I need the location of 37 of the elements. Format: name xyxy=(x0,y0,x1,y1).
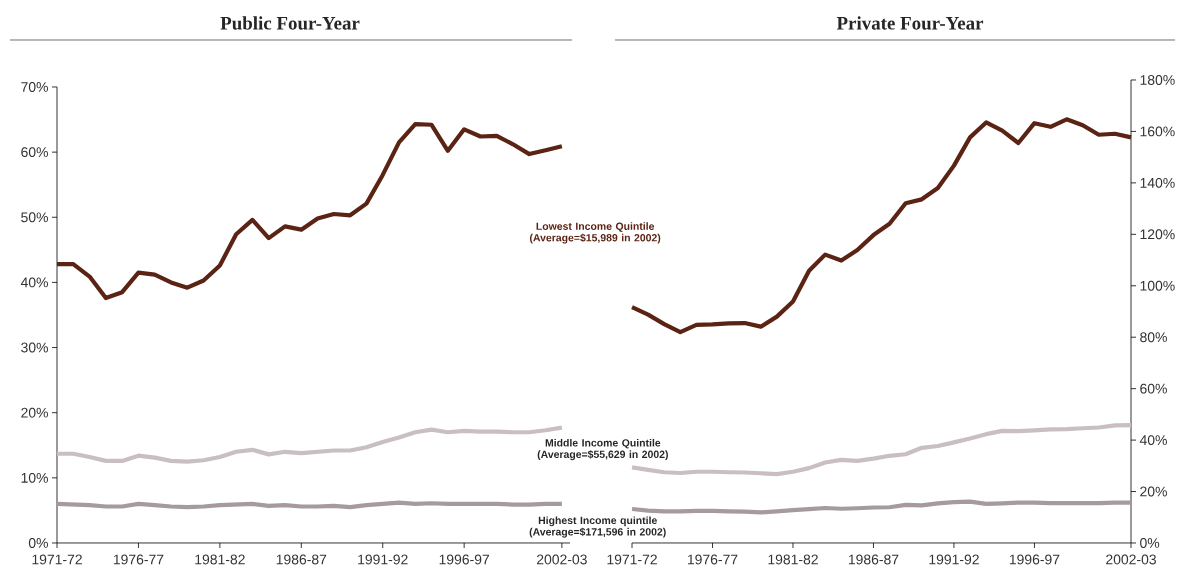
y-tick-label: 60% xyxy=(1140,383,1167,394)
chart-title: Private Four-Year xyxy=(836,16,984,30)
x-tick-label: 1971-72 xyxy=(607,554,657,565)
y-tick-label: 180% xyxy=(1140,75,1175,85)
y-tick-label: 50% xyxy=(21,212,48,223)
y-tick-label: 60% xyxy=(21,147,48,158)
x-tick-label: 1981-82 xyxy=(195,554,245,565)
x-tick-label: 1971-72 xyxy=(32,554,82,565)
y-tick-label: 120% xyxy=(1140,229,1175,240)
x-tick-label: 1976-77 xyxy=(113,554,164,565)
chart-title: Public Four-Year xyxy=(220,16,360,30)
x-tick-label: 2002-03 xyxy=(536,554,587,565)
y-tick-label: 100% xyxy=(1140,280,1175,291)
y-tick-label: 80% xyxy=(1140,332,1167,343)
x-tick-label: 1981-82 xyxy=(768,554,818,565)
y-tick-label: 20% xyxy=(21,407,48,418)
y-tick-label: 70% xyxy=(21,82,48,92)
y-tick-label: 40% xyxy=(20,277,48,288)
x-tick-label: 1986-87 xyxy=(276,554,327,565)
x-tick-label: 1986-87 xyxy=(848,554,899,565)
y-tick-label: 0% xyxy=(28,538,48,548)
x-tick-label: 2002-03 xyxy=(1106,554,1156,565)
y-tick-label: 10% xyxy=(21,472,48,483)
x-tick-label: 1991-92 xyxy=(929,554,979,565)
x-tick-label: 1991-92 xyxy=(358,554,408,565)
x-tick-label: 1976-77 xyxy=(687,554,738,565)
y-tick-label: 140% xyxy=(1140,177,1175,188)
x-tick-label: 1996-97 xyxy=(439,554,490,565)
series-label: Highest Income quintile (Average=$171,596 in 2002) xyxy=(529,516,666,538)
x-tick-label: 1996-97 xyxy=(1009,554,1060,565)
text: Lowest Income Quintile (Average=$15,989 in 2002) xyxy=(529,222,661,244)
y-tick-label: 40% xyxy=(1139,435,1167,446)
series-label: Middle Income Quintile (Average=$55,629 in 2002) xyxy=(537,438,668,461)
y-tick-label: 160% xyxy=(1140,126,1175,137)
y-tick-label: 20% xyxy=(1140,486,1167,497)
y-tick-label: 0% xyxy=(1140,538,1160,548)
y-tick-label: 30% xyxy=(21,342,48,353)
